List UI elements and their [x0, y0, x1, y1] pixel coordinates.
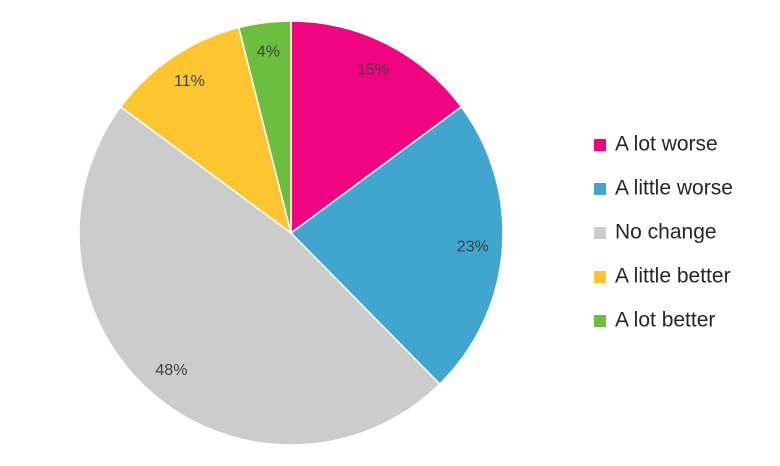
legend-swatch	[594, 183, 606, 195]
legend-label: A lot better	[615, 309, 715, 332]
legend-label: A little worse	[615, 177, 733, 200]
data-label: 23%	[457, 238, 489, 255]
data-label: 4%	[257, 43, 280, 60]
legend-label: A little better	[615, 265, 731, 288]
pie-slice	[237, 20, 292, 234]
legend-swatch	[594, 271, 606, 283]
legend-label: No change	[615, 221, 717, 244]
data-label: 48%	[155, 362, 187, 379]
data-label: 15%	[357, 61, 389, 78]
pie-slice	[119, 26, 293, 235]
pie-slice	[289, 105, 504, 386]
legend-label: A lot worse	[615, 133, 718, 156]
data-label: 11%	[174, 73, 205, 90]
pie-slice	[290, 20, 463, 235]
legend-swatch	[594, 139, 606, 151]
pie-slice	[78, 105, 441, 446]
legend-swatch	[594, 227, 606, 239]
legend-swatch	[594, 315, 606, 327]
